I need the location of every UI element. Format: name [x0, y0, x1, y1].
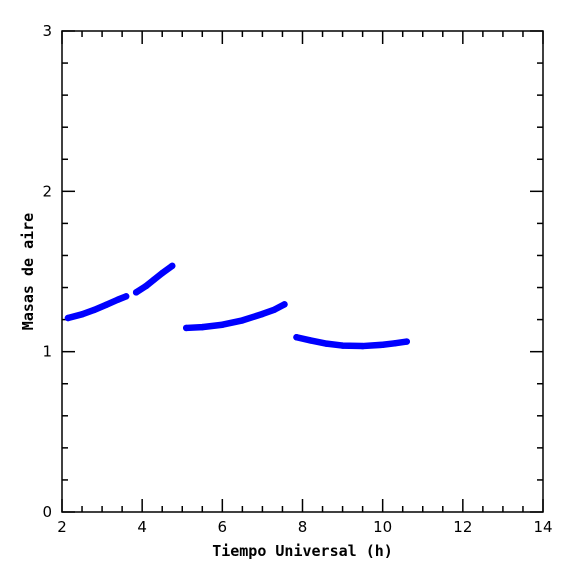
data-point	[271, 306, 278, 313]
data-point	[259, 310, 266, 318]
data-point	[323, 340, 330, 347]
data-series	[64, 262, 410, 350]
y-tick-label: 1	[42, 343, 52, 361]
data-point	[78, 311, 86, 318]
x-tick-label: 4	[137, 518, 147, 536]
y-tick-label: 2	[42, 182, 52, 200]
data-point	[379, 341, 386, 348]
plot-frame	[61, 30, 544, 513]
data-point	[114, 296, 122, 303]
x-tick-label: 8	[298, 518, 308, 536]
data-point	[339, 342, 346, 349]
axis-ticks	[61, 30, 544, 513]
data-point	[219, 321, 226, 328]
x-tick-label: 14	[533, 518, 552, 536]
y-tick-label: 3	[42, 22, 52, 40]
data-point	[293, 334, 300, 341]
x-tick-label: 6	[218, 518, 228, 536]
data-point	[281, 301, 288, 308]
data-point	[90, 306, 98, 314]
data-point	[102, 301, 110, 309]
x-axis-title: Tiempo Universal (h)	[212, 542, 393, 560]
x-tick-label: 2	[57, 518, 67, 536]
data-point	[159, 269, 166, 277]
data-point	[64, 314, 72, 322]
data-point	[132, 289, 140, 296]
y-tick-label: 0	[42, 503, 52, 521]
data-point	[122, 293, 130, 300]
y-axis-title: Masas de aire	[19, 213, 37, 330]
x-tick-label: 12	[453, 518, 472, 536]
data-point	[150, 276, 158, 283]
data-point	[307, 337, 314, 344]
x-tick-label: 10	[373, 518, 392, 536]
data-point	[359, 342, 366, 350]
data-point	[239, 317, 246, 324]
data-point	[142, 282, 150, 290]
data-point	[169, 262, 176, 270]
data-point	[391, 340, 398, 347]
data-point	[403, 338, 410, 345]
data-point	[199, 323, 206, 331]
data-point	[183, 324, 190, 332]
